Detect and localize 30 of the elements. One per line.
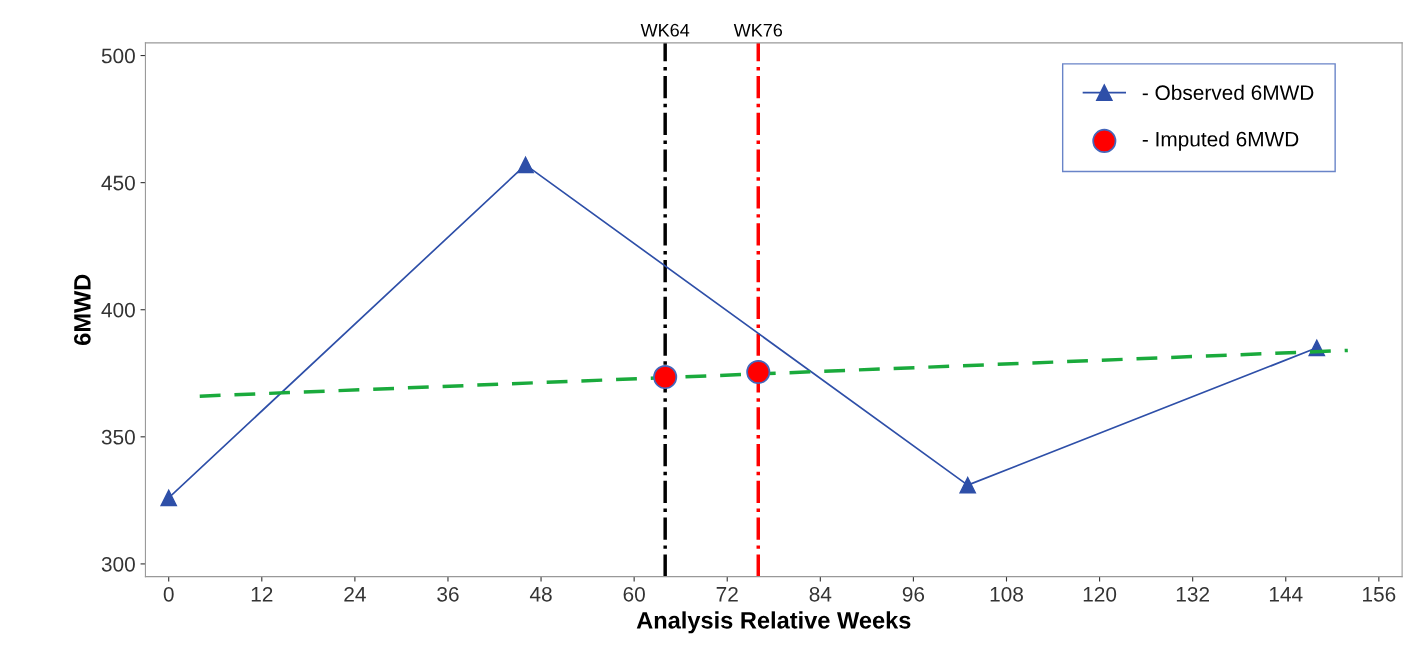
point <box>959 476 977 494</box>
y-tick-label: 500 <box>101 48 135 64</box>
y-tick-label: 300 <box>101 556 135 572</box>
y-axis-title: 6MWD <box>74 274 91 345</box>
x-tick-label: 156 <box>1363 586 1396 602</box>
x-axis-title: Analysis Relative Weeks <box>636 611 911 634</box>
ref-line-label: WK64 <box>640 23 690 37</box>
y-tick-label: 350 <box>101 429 135 445</box>
x-tick-label: 108 <box>990 586 1023 602</box>
x-tick-label: 12 <box>251 586 273 602</box>
y-tick-label: 400 <box>101 302 135 318</box>
point <box>653 365 678 390</box>
x-tick-label: 120 <box>1083 586 1117 602</box>
x-tick-label: 48 <box>529 586 552 602</box>
x-tick-label: 24 <box>344 586 366 602</box>
x-tick-label: 84 <box>809 586 832 602</box>
x-tick-label: 0 <box>163 586 174 602</box>
point <box>517 156 534 174</box>
x-tick-label: 96 <box>902 586 925 602</box>
x-tick-label: 60 <box>623 586 645 602</box>
y-tick-label: 450 <box>101 175 135 191</box>
x-tick-label: 72 <box>716 586 738 602</box>
x-tick-label: 36 <box>437 586 459 602</box>
legend-label: - Observed 6MWD <box>1142 84 1314 101</box>
point <box>160 489 178 507</box>
x-tick-label: 144 <box>1269 587 1303 602</box>
point <box>746 359 771 385</box>
ref-line-label: WK76 <box>733 23 783 37</box>
x-tick-label: 132 <box>1176 586 1209 602</box>
legend-label: - Imputed 6MWD <box>1142 131 1299 151</box>
